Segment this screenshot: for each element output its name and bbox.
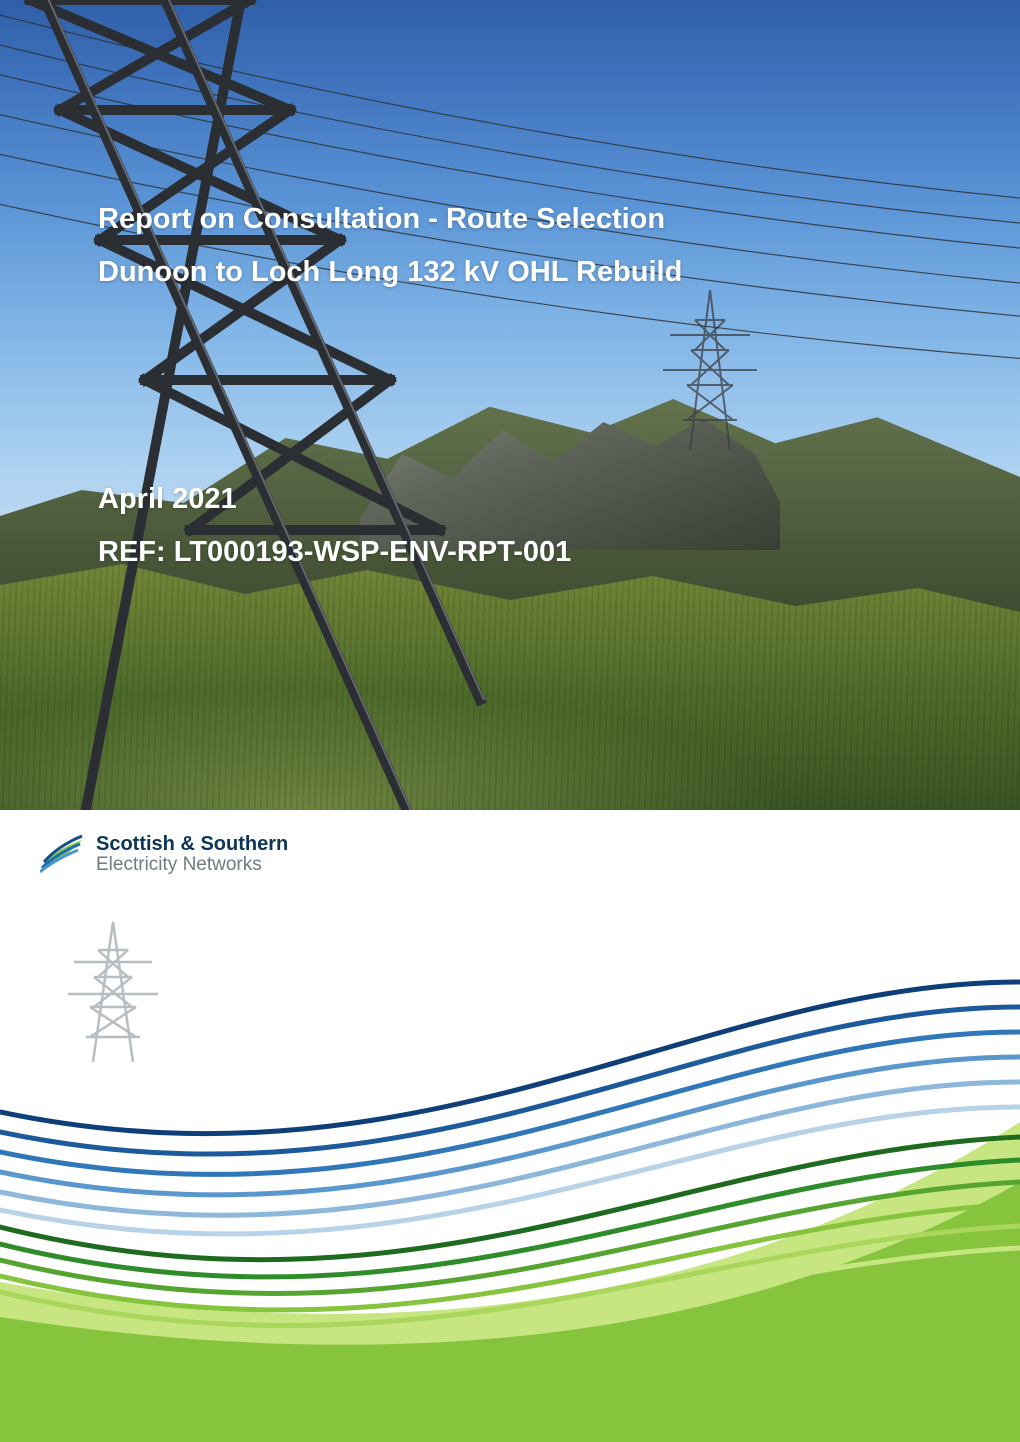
meta-block: April 2021 REF: LT000193-WSP-ENV-RPT-001: [98, 480, 571, 586]
logo-line-2: Electricity Networks: [96, 855, 288, 875]
date-line: April 2021: [98, 480, 571, 519]
logo-line-1: Scottish & Southern: [96, 834, 288, 855]
ssen-logo-text: Scottish & Southern Electricity Networks: [96, 834, 288, 875]
ref-line: REF: LT000193-WSP-ENV-RPT-001: [98, 533, 571, 572]
pylon-distant-icon: [655, 290, 765, 450]
swoosh-pylon-icon: [68, 922, 158, 1062]
ssen-logo-icon: [40, 832, 84, 876]
title-block: Report on Consultation - Route Selection…: [98, 200, 682, 306]
hero-image: Report on Consultation - Route Selection…: [0, 0, 1020, 810]
title-line-2: Dunoon to Loch Long 132 kV OHL Rebuild: [98, 253, 682, 292]
title-line-1: Report on Consultation - Route Selection: [98, 200, 682, 239]
ssen-logo: Scottish & Southern Electricity Networks: [40, 832, 288, 876]
